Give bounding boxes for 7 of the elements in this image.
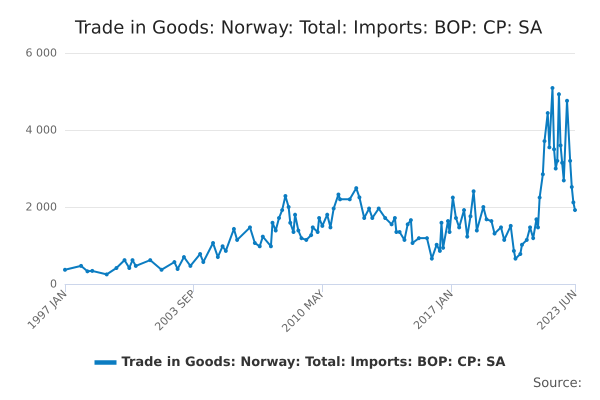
chart-title: Trade in Goods: Norway: Total: Imports: BOP: CP: SA bbox=[74, 18, 543, 38]
source-note: Source: bbox=[532, 376, 582, 391]
y-tick-label: 0 bbox=[50, 278, 57, 290]
y-tick-label: 6 000 bbox=[26, 46, 57, 60]
y-tick-label: 2 000 bbox=[26, 200, 57, 214]
y-tick-label: 4 000 bbox=[26, 124, 57, 136]
legend-label: Trade in Goods: Norway: Total: Imports: BOP: CP: SA bbox=[122, 355, 506, 370]
